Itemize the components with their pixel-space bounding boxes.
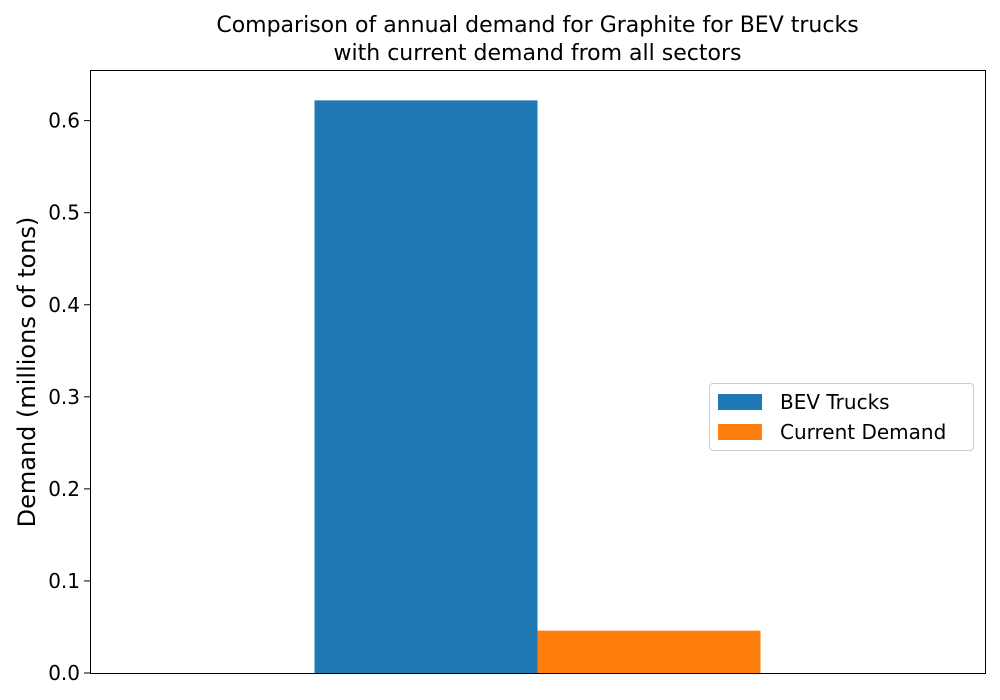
y-axis-ticks: 0.0 0.1 0.2 0.3 0.4 0.5 0.6 bbox=[48, 109, 90, 685]
chart-title-line1: Comparison of annual demand for Graphite… bbox=[216, 13, 859, 38]
y-tick-label: 0.3 bbox=[48, 385, 80, 409]
bars-group bbox=[314, 100, 761, 674]
legend-swatch-current-demand bbox=[718, 424, 762, 440]
bar-bev-trucks bbox=[314, 100, 538, 674]
legend: BEV Trucks Current Demand bbox=[709, 383, 974, 451]
legend-label-current-demand: Current Demand bbox=[780, 420, 947, 444]
bar-current-demand bbox=[537, 630, 761, 673]
legend-swatch-bev-trucks bbox=[718, 394, 762, 410]
chart-title: Comparison of annual demand for Graphite… bbox=[90, 12, 985, 68]
legend-label-bev-trucks: BEV Trucks bbox=[780, 390, 890, 414]
y-tick-label: 0.2 bbox=[48, 477, 80, 501]
y-tick-label: 0.5 bbox=[48, 201, 80, 225]
plot-frame bbox=[90, 70, 986, 674]
legend-item-current-demand: Current Demand bbox=[718, 419, 946, 445]
chart-title-line2: with current demand from all sectors bbox=[333, 41, 742, 66]
y-tick-label: 0.4 bbox=[48, 293, 80, 317]
legend-item-bev-trucks: BEV Trucks bbox=[718, 389, 890, 415]
y-tick-label: 0.6 bbox=[48, 109, 80, 133]
y-tick-label: 0.1 bbox=[48, 569, 80, 593]
y-tick-label: 0.0 bbox=[48, 661, 80, 685]
